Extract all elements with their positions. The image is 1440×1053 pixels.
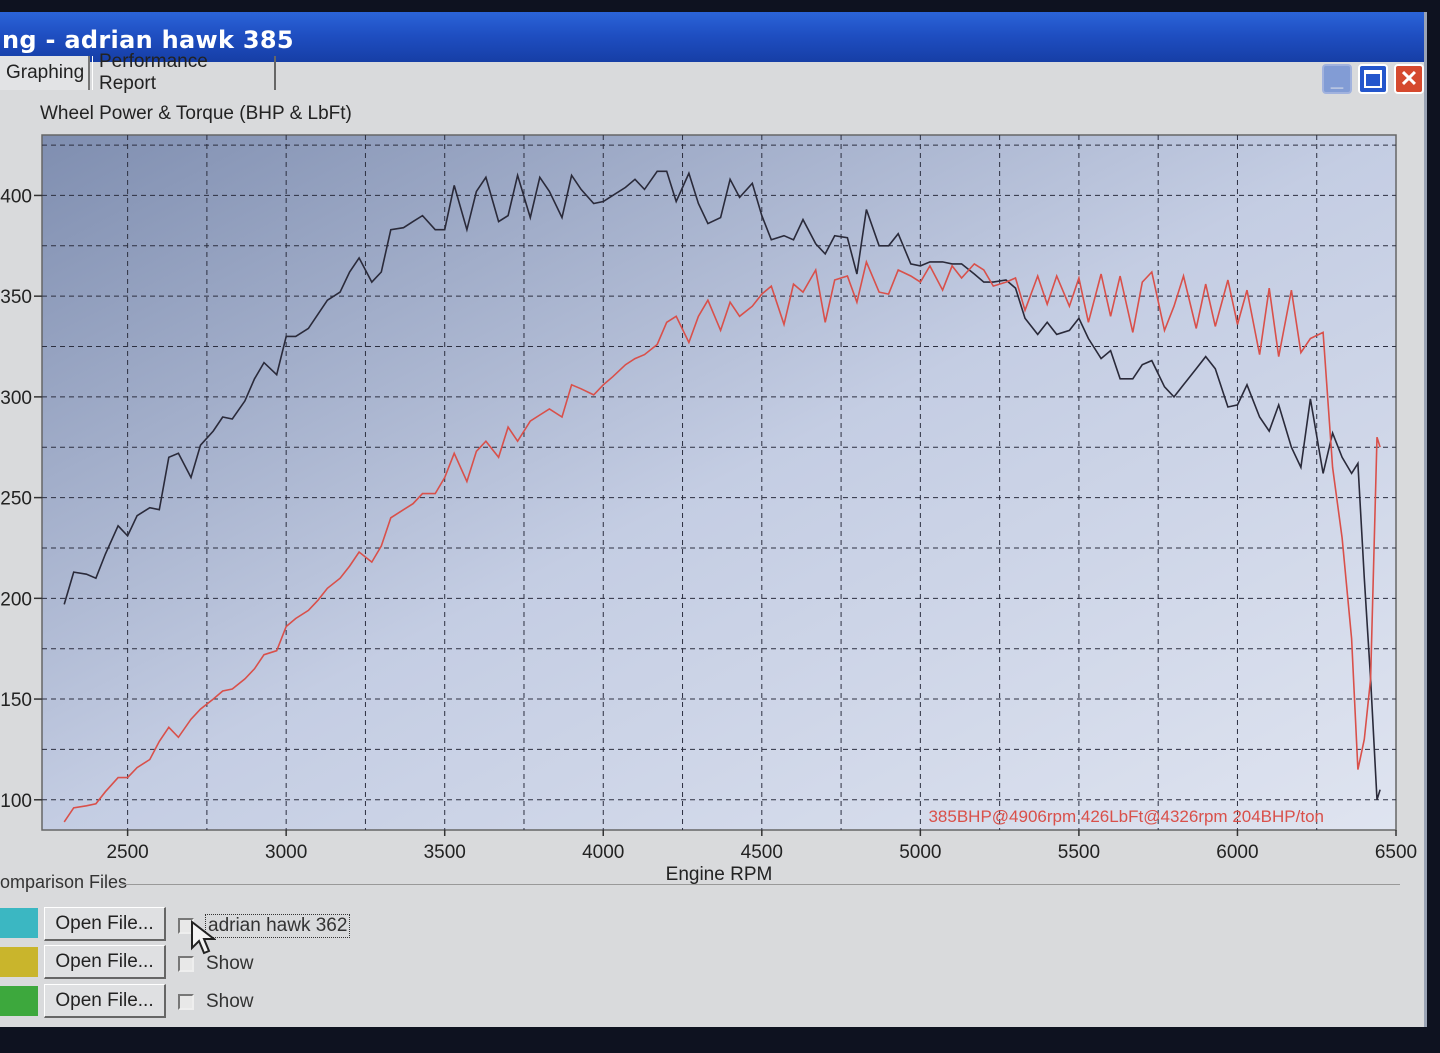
x-tick-label: 6500 [1375, 842, 1417, 863]
comparison-show-label-3[interactable]: Show [206, 991, 254, 1012]
maximize-icon [1364, 70, 1382, 88]
x-axis-label: Engine RPM [666, 864, 773, 885]
x-tick-label: 5000 [899, 842, 941, 863]
close-icon: ✕ [1399, 66, 1419, 91]
y-tick-label: 400 [0, 186, 32, 207]
comparison-files-label: omparison Files [0, 872, 128, 892]
y-tick-label: 150 [0, 690, 32, 711]
comparison-file-name-1[interactable]: adrian hawk 362 [204, 914, 351, 938]
close-button[interactable]: ✕ [1394, 64, 1424, 94]
tab-strip: Graphing Performance Report [0, 51, 1440, 94]
open-file-button-3[interactable]: Open File... [44, 984, 166, 1018]
minimize-button[interactable]: _ [1322, 64, 1352, 94]
x-tick-label: 6000 [1216, 842, 1258, 863]
comparison-group-border [120, 884, 1400, 885]
x-tick-label: 4500 [741, 842, 783, 863]
minimize-icon: _ [1330, 66, 1344, 91]
x-tick-label: 3500 [424, 842, 466, 863]
x-tick-label: 4000 [582, 842, 624, 863]
power-series-line [63, 170, 1381, 801]
y-tick-label: 250 [0, 489, 32, 510]
mouse-cursor-icon [191, 920, 216, 955]
y-tick-label: 200 [0, 589, 32, 610]
torque-series-line [63, 259, 1381, 823]
peak-annotation: 385BHP@4906rpm 426LbFt@4326rpm 204BHP/to… [928, 807, 1324, 826]
tab-performance-report[interactable]: Performance Report [92, 51, 276, 94]
dyno-chart: 100 150 200 250 300 350 400 2500 3000 3500 4000 450… [0, 134, 1417, 885]
x-tick-label: 2500 [106, 842, 148, 863]
x-tick-label: 5500 [1058, 842, 1100, 863]
comparison-show-label-2[interactable]: Show [206, 953, 254, 974]
maximize-button[interactable] [1358, 64, 1388, 94]
comparison-swatch-2 [0, 947, 38, 977]
comparison-swatch-3 [0, 986, 38, 1016]
plot-area [41, 134, 1397, 831]
x-tick-label: 3000 [265, 842, 307, 863]
chart-title: Wheel Power & Torque (BHP & LbFt) [40, 103, 352, 124]
y-tick-label: 100 [0, 791, 32, 812]
open-file-button-1[interactable]: Open File... [44, 907, 166, 941]
y-tick-label: 350 [0, 287, 32, 308]
comparison-checkbox-2[interactable] [178, 956, 194, 972]
comparison-checkbox-3[interactable] [178, 994, 194, 1010]
title-bar: ng - adrian hawk 385 [0, 12, 1424, 62]
tab-graphing[interactable]: Graphing [0, 56, 90, 90]
window-title: ng - adrian hawk 385 [2, 26, 294, 54]
y-tick-label: 300 [0, 388, 32, 409]
comparison-swatch-1 [0, 908, 38, 938]
open-file-button-2[interactable]: Open File... [44, 945, 166, 979]
